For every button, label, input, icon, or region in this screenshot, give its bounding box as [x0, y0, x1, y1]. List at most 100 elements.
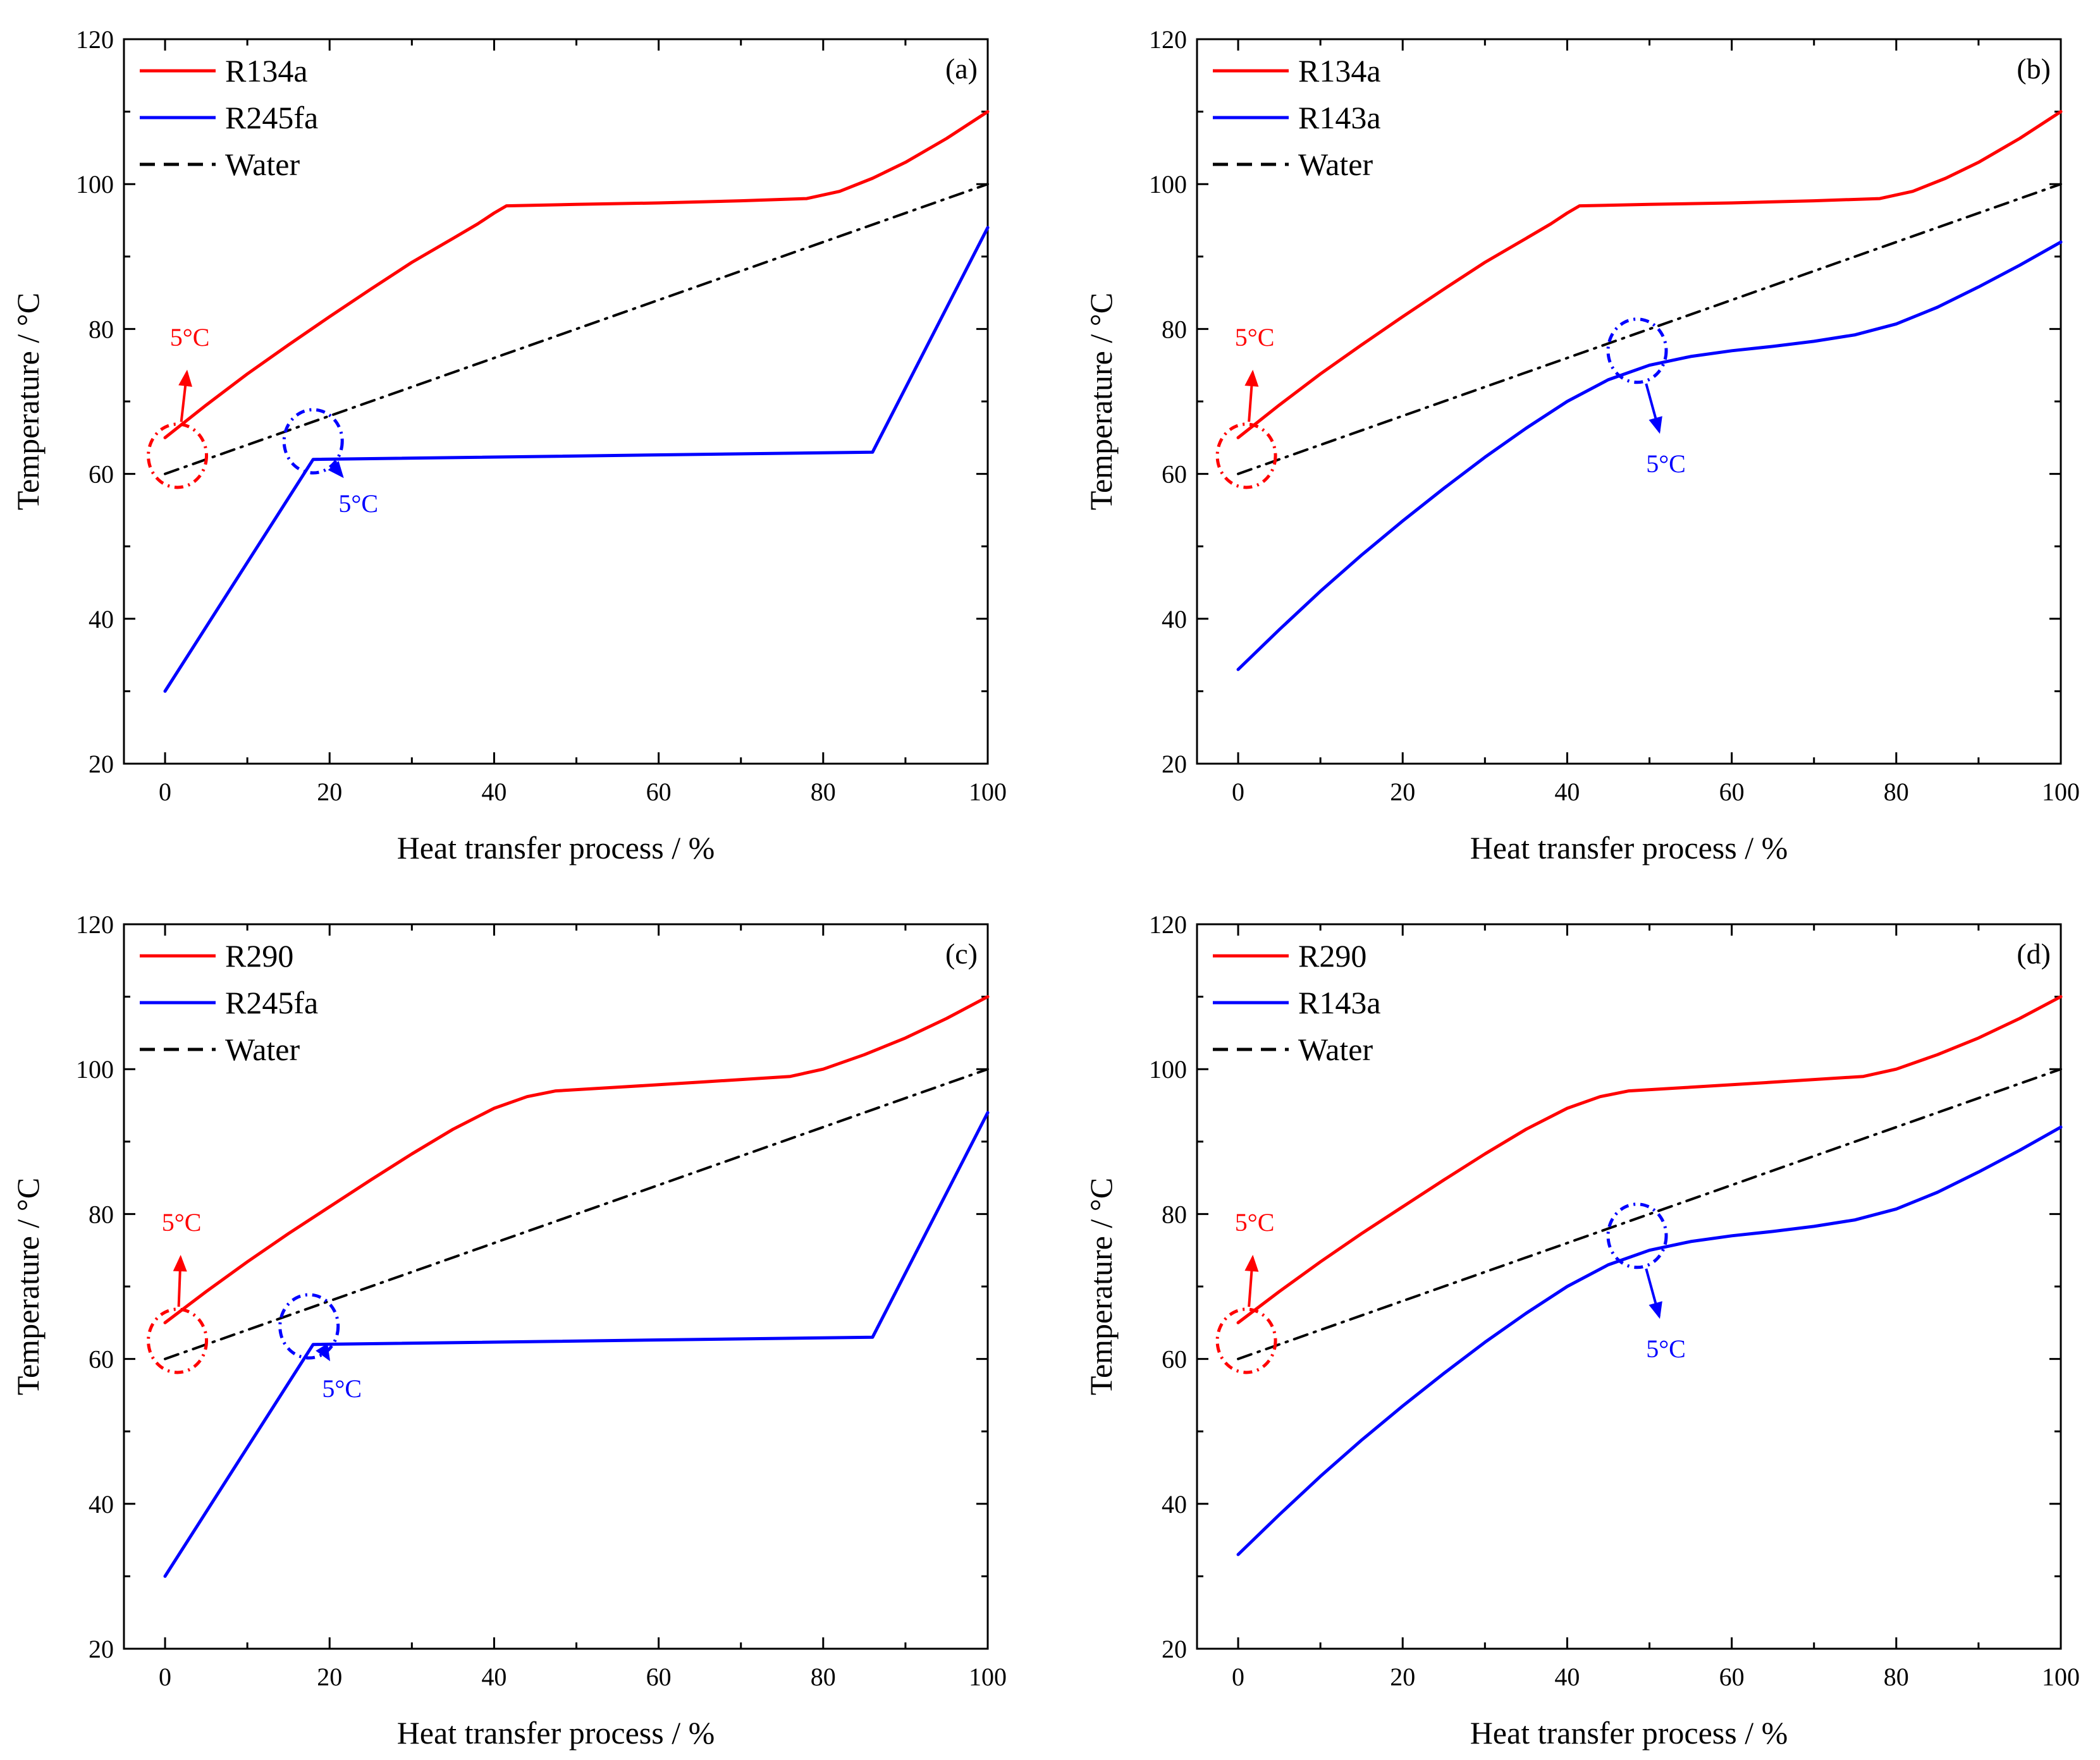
chart-panel-b: 0 20 40 60 80 100 20 40 60 80 100 120 Heat transfer …	[1083, 25, 2080, 865]
legend-label-r245fa: R245fa	[225, 100, 318, 135]
legend-label-r143a: R143a	[1298, 985, 1381, 1020]
x-tick-label: 40	[1554, 778, 1580, 806]
panel-label: (d)	[2017, 938, 2051, 970]
legend-label-water: Water	[1298, 1032, 1373, 1067]
legend-label-r290: R290	[1298, 938, 1366, 974]
annotation-label: 5°C	[1235, 323, 1275, 351]
x-tick-label: 80	[1884, 1663, 1909, 1691]
annotation-circle	[278, 1293, 340, 1360]
x-tick-label: 20	[1390, 1663, 1415, 1691]
series-line-r245fa	[163, 226, 990, 693]
y-tick-label: 80	[89, 315, 114, 343]
y-tick-label: 60	[1162, 1345, 1187, 1374]
annotation-label: 5°C	[1235, 1208, 1275, 1237]
annotation-arrowhead	[1649, 416, 1662, 434]
panel-label: (a)	[945, 52, 978, 85]
y-tick-label: 80	[89, 1200, 114, 1228]
y-tick-label: 40	[1162, 1490, 1187, 1519]
annotation-arrowhead	[328, 461, 344, 479]
annotation-label: 5°C	[170, 323, 210, 351]
series-line-r143a	[1236, 240, 2063, 671]
series-line-water	[1237, 183, 2062, 475]
legend-label-water: Water	[225, 1032, 300, 1067]
x-tick-label: 80	[1884, 778, 1909, 806]
legend-label-r134a: R134a	[1298, 53, 1381, 89]
series-line-r134a	[163, 110, 990, 439]
annotation-label: 5°C	[338, 489, 378, 518]
series-line-water	[164, 1068, 989, 1360]
legend-label-r245fa: R245fa	[225, 985, 318, 1020]
annotation-circle	[1215, 422, 1277, 489]
y-tick-label: 20	[89, 750, 114, 778]
x-tick-label: 20	[1390, 778, 1415, 806]
series-line-r143a	[1236, 1125, 2063, 1556]
annotation-circle	[282, 408, 344, 475]
annotation-label: 5°C	[1646, 1335, 1686, 1363]
legend-label-water: Water	[1298, 147, 1373, 182]
y-axis-title: Temperature / °C	[1083, 293, 1119, 510]
annotation-circle	[1606, 1202, 1668, 1269]
annotation-arrowhead	[1649, 1301, 1662, 1319]
annotation-label: 5°C	[322, 1374, 362, 1403]
y-tick-label: 20	[89, 1635, 114, 1663]
panel-label: (b)	[2017, 52, 2051, 85]
chart-panel-d: 0 20 40 60 80 100 20 40 60 80 100 120 Heat transfer …	[1083, 910, 2080, 1751]
y-tick-label: 20	[1162, 750, 1187, 778]
panel-label: (c)	[945, 938, 978, 970]
x-axis-title: Heat transfer process / %	[1470, 830, 1788, 865]
x-tick-label: 80	[811, 1663, 836, 1691]
y-tick-label: 40	[89, 605, 114, 633]
annotation-label: 5°C	[162, 1208, 202, 1237]
series-line-r134a	[1236, 110, 2063, 439]
series-line-water	[1237, 1068, 2062, 1360]
y-tick-label: 100	[76, 1055, 114, 1084]
x-tick-label: 0	[1232, 1663, 1244, 1691]
x-axis-title: Heat transfer process / %	[397, 830, 715, 865]
x-tick-label: 0	[159, 778, 171, 806]
annotation-arrowhead	[1244, 369, 1259, 387]
annotation-circle	[147, 1307, 209, 1374]
legend-label-r290: R290	[225, 938, 293, 974]
x-tick-label: 60	[1719, 778, 1745, 806]
y-tick-label: 120	[1149, 910, 1187, 939]
y-tick-label: 60	[1162, 460, 1187, 489]
x-tick-label: 60	[646, 1663, 672, 1691]
x-axis-title: Heat transfer process / %	[397, 1715, 715, 1751]
y-axis-title: Temperature / °C	[1083, 1178, 1119, 1395]
x-tick-label: 100	[969, 1663, 1007, 1691]
x-tick-label: 40	[481, 778, 507, 806]
chart-panel-a: 0 20 40 60 80 100 20 40 60 80 100 120 Heat transfer …	[10, 25, 1007, 865]
y-tick-label: 40	[1162, 605, 1187, 633]
x-tick-label: 60	[1719, 1663, 1745, 1691]
x-tick-label: 40	[1554, 1663, 1580, 1691]
annotation-circle	[1215, 1307, 1277, 1374]
annotation-arrowhead	[316, 1343, 331, 1362]
x-tick-label: 100	[969, 778, 1007, 806]
y-tick-label: 120	[76, 25, 114, 54]
x-tick-label: 100	[2042, 1663, 2080, 1691]
y-tick-label: 120	[1149, 25, 1187, 54]
y-axis-title: Temperature / °C	[10, 293, 46, 510]
legend-label-r134a: R134a	[225, 53, 308, 89]
x-tick-label: 0	[159, 1663, 171, 1691]
y-tick-label: 60	[89, 460, 114, 489]
legend-label-water: Water	[225, 147, 300, 182]
legend-label-r143a: R143a	[1298, 100, 1381, 135]
y-tick-label: 120	[76, 910, 114, 939]
annotation-arrowhead	[1244, 1254, 1259, 1272]
annotation-circle	[1606, 317, 1668, 384]
annotation-arrowhead	[173, 1255, 187, 1272]
series-line-r290	[1236, 995, 2063, 1324]
y-tick-label: 100	[1149, 170, 1187, 199]
y-tick-label: 20	[1162, 1635, 1187, 1663]
y-axis-title: Temperature / °C	[10, 1178, 46, 1395]
x-axis-title: Heat transfer process / %	[1470, 1715, 1788, 1751]
y-tick-label: 40	[89, 1490, 114, 1519]
x-tick-label: 40	[481, 1663, 507, 1691]
x-tick-label: 80	[811, 778, 836, 806]
y-tick-label: 80	[1162, 315, 1187, 343]
chart-panel-c: 0 20 40 60 80 100 20 40 60 80 100 120 Heat transfer …	[10, 910, 1007, 1751]
series-line-r290	[163, 995, 990, 1324]
annotation-label: 5°C	[1646, 449, 1686, 478]
x-tick-label: 60	[646, 778, 672, 806]
